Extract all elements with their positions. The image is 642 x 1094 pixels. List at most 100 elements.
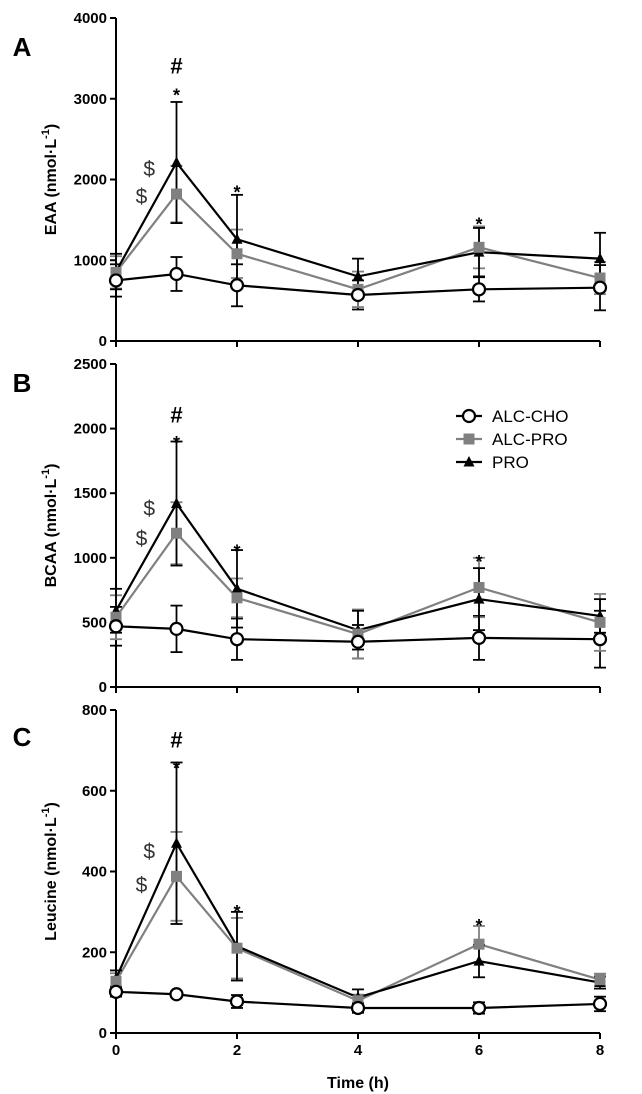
data-point: [108, 984, 124, 999]
y-axis-label: Leucine (nmol·L-1): [40, 802, 60, 941]
legend-label: PRO: [492, 453, 529, 472]
y-tick-label: 2500: [74, 356, 107, 373]
significance-marker-dollar: $: [143, 158, 155, 181]
data-point: [171, 870, 182, 882]
data-point: [592, 280, 608, 295]
y-axis-label: BCAA (nmol·L-1): [40, 464, 60, 588]
data-point: [110, 266, 122, 278]
data-point: [350, 1000, 366, 1016]
data-point: [471, 282, 487, 297]
data-point: [231, 592, 243, 604]
y-axis-label-superscript: -1: [40, 807, 52, 817]
data-point: [171, 837, 182, 848]
y-tick-label: 3000: [74, 91, 107, 108]
y-axis-label-close: ): [43, 464, 60, 469]
series-line: [115, 625, 601, 643]
data-point: [231, 582, 243, 594]
series-line: [115, 990, 601, 1010]
y-tick-label: 0: [99, 679, 107, 696]
y-axis-label-main: Leucine (nmol·L: [43, 817, 60, 941]
data-point: [169, 266, 184, 282]
x-axis-title: Time (h): [327, 1075, 389, 1092]
y-tick-label: 0: [99, 333, 107, 350]
data-point: [171, 527, 182, 539]
y-axis-label-superscript: -1: [40, 469, 52, 479]
data-point: [473, 241, 485, 253]
series-pro: [110, 440, 606, 651]
significance-marker-dollar: $: [136, 527, 148, 550]
y-tick-label: 1000: [74, 550, 107, 567]
data-point: [594, 252, 606, 264]
legend: ALC-CHO ALC-PRO PRO: [456, 407, 569, 472]
data-point: [108, 619, 124, 634]
data-point: [169, 621, 184, 636]
panel-c: 0 200 400 600 800 0 2 4 6 8 C Leucine (nmol·L-1) # * $…: [13, 702, 608, 1059]
significance-marker-star: *: [173, 85, 180, 105]
data-point: [352, 628, 364, 640]
data-point: [229, 994, 245, 1009]
y-tick-label: 1500: [74, 485, 107, 502]
y-tick-label: 200: [82, 944, 107, 961]
series-line: [115, 531, 601, 636]
significance-marker-hash: #: [170, 727, 182, 752]
x-tick-label: 2: [233, 1042, 241, 1059]
data-point: [231, 248, 243, 260]
y-tick-label: 2000: [74, 172, 107, 189]
y-axis-label-close: ): [43, 802, 60, 807]
legend-marker: [463, 433, 475, 445]
legend-label: ALC-PRO: [492, 430, 568, 449]
significance-marker-dollar: $: [136, 185, 148, 208]
data-point: [471, 630, 487, 646]
legend-marker: [463, 456, 475, 467]
data-point: [352, 270, 364, 281]
data-point: [594, 974, 606, 986]
significance-marker-star: *: [233, 182, 240, 202]
y-tick-label: 4000: [74, 10, 107, 27]
series-pro: [110, 101, 606, 296]
significance-marker-star: *: [475, 215, 482, 235]
y-axis-label-superscript: -1: [40, 129, 52, 139]
significance-marker-star: *: [475, 916, 482, 936]
series-line: [114, 840, 601, 999]
data-point: [229, 632, 245, 647]
data-point: [231, 942, 243, 954]
data-point: [594, 272, 606, 284]
panel-b: 0 500 1000 1500 2000 2500 B BCAA (nmol·L-1) # * $ $…: [13, 356, 608, 696]
significance-marker-star: *: [475, 552, 482, 572]
legend-label: ALC-CHO: [492, 407, 569, 426]
y-axis-label-main: EAA (nmol·L: [43, 139, 60, 236]
data-point: [110, 611, 122, 623]
data-point: [169, 987, 184, 1002]
data-point: [473, 938, 485, 950]
data-point: [592, 996, 608, 1012]
series-line: [115, 874, 601, 1002]
y-tick-label: 400: [82, 864, 107, 881]
x-tick-label: 4: [354, 1042, 363, 1059]
data-point: [352, 995, 364, 1007]
data-point: [594, 616, 606, 628]
y-axis-label-main: BCAA (nmol·L: [43, 478, 60, 587]
legend-marker: [461, 408, 477, 424]
y-tick-label: 1000: [74, 252, 107, 269]
y-tick-label: 500: [82, 614, 107, 631]
data-point: [231, 233, 243, 244]
x-tick-label: 6: [475, 1042, 483, 1059]
x-tick-label: 0: [112, 1042, 120, 1059]
data-point: [471, 1000, 487, 1016]
series-line: [115, 160, 601, 278]
y-tick-label: 2000: [74, 421, 107, 438]
significance-marker-dollar: $: [143, 498, 155, 521]
panel-a: 0 1000 2000 3000 4000 A EAA (nmol·L-1) # * $ $ * *: [13, 10, 608, 350]
data-point: [592, 632, 608, 647]
data-point: [171, 188, 182, 200]
panel-letter: A: [13, 32, 32, 62]
y-axis-label-close: ): [43, 124, 60, 129]
data-point: [350, 634, 366, 649]
data-point: [171, 156, 182, 168]
y-tick-label: 800: [82, 702, 107, 719]
significance-marker-hash: #: [170, 53, 182, 78]
series-line: [115, 272, 601, 297]
significance-marker-star: *: [173, 759, 180, 779]
significance-marker-star: *: [173, 433, 180, 453]
